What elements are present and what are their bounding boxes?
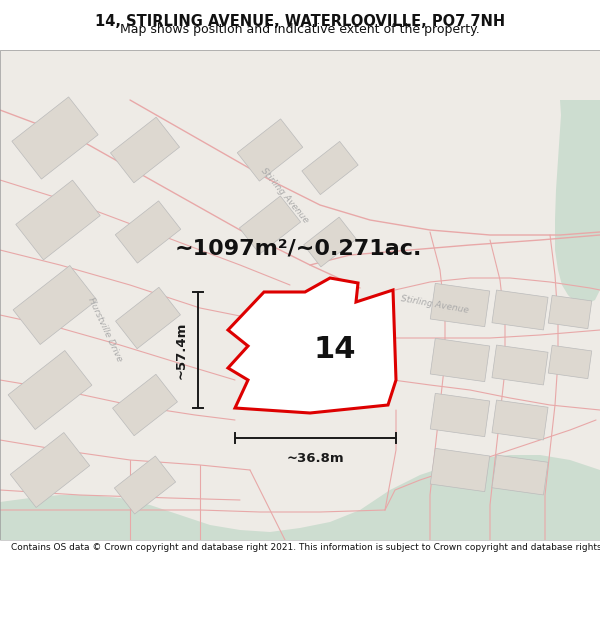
Polygon shape (239, 196, 301, 254)
Polygon shape (430, 448, 490, 492)
Polygon shape (8, 351, 92, 429)
Polygon shape (430, 393, 490, 437)
Text: Stirling Avenue: Stirling Avenue (400, 294, 470, 316)
Polygon shape (492, 290, 548, 330)
Polygon shape (430, 283, 490, 327)
Text: 14: 14 (314, 336, 356, 364)
Text: Map shows position and indicative extent of the property.: Map shows position and indicative extent… (120, 23, 480, 36)
Polygon shape (302, 141, 358, 194)
Polygon shape (12, 97, 98, 179)
Text: ~36.8m: ~36.8m (287, 452, 344, 465)
Text: Contains OS data © Crown copyright and database right 2021. This information is : Contains OS data © Crown copyright and d… (11, 543, 600, 552)
Text: Stirling Avenue: Stirling Avenue (259, 166, 311, 224)
Polygon shape (492, 345, 548, 385)
Polygon shape (304, 217, 356, 267)
Polygon shape (492, 400, 548, 440)
Polygon shape (548, 346, 592, 379)
Polygon shape (116, 288, 181, 349)
Polygon shape (110, 117, 179, 183)
Polygon shape (0, 455, 600, 540)
Polygon shape (492, 455, 548, 495)
Polygon shape (10, 432, 90, 508)
Polygon shape (548, 296, 592, 329)
Text: ~1097m²/~0.271ac.: ~1097m²/~0.271ac. (175, 238, 422, 258)
Polygon shape (13, 266, 97, 344)
Polygon shape (16, 180, 100, 260)
Polygon shape (237, 119, 303, 181)
Polygon shape (430, 338, 490, 382)
Polygon shape (115, 201, 181, 263)
Polygon shape (113, 374, 178, 436)
Text: 14, STIRLING AVENUE, WATERLOOVILLE, PO7 7NH: 14, STIRLING AVENUE, WATERLOOVILLE, PO7 … (95, 14, 505, 29)
Polygon shape (115, 456, 176, 514)
Text: Hurstville Drive: Hurstville Drive (86, 296, 124, 364)
Polygon shape (555, 100, 600, 305)
Text: ~57.4m: ~57.4m (175, 321, 188, 379)
Polygon shape (228, 278, 396, 413)
